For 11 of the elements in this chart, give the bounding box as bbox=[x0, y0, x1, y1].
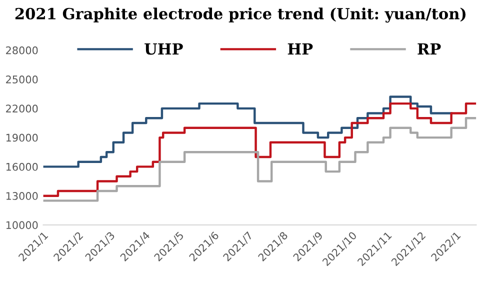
y-tick-label: 19000 bbox=[6, 134, 38, 142]
legend-label: HP bbox=[288, 43, 313, 55]
chart-title: 2021 Graphite electrode price trend (Unit: yuan/ton) bbox=[15, 8, 466, 23]
y-tick-label: 10000 bbox=[6, 221, 38, 230]
y-tick-label: 16000 bbox=[6, 162, 38, 171]
legend-label: RP bbox=[418, 43, 441, 55]
y-tick-label: 25000 bbox=[6, 76, 38, 84]
y-tick-label: 28000 bbox=[6, 46, 38, 54]
y-tick-label: 22000 bbox=[6, 104, 38, 113]
y-tick-label: 13000 bbox=[6, 192, 38, 200]
legend-label: UHP bbox=[144, 43, 183, 55]
